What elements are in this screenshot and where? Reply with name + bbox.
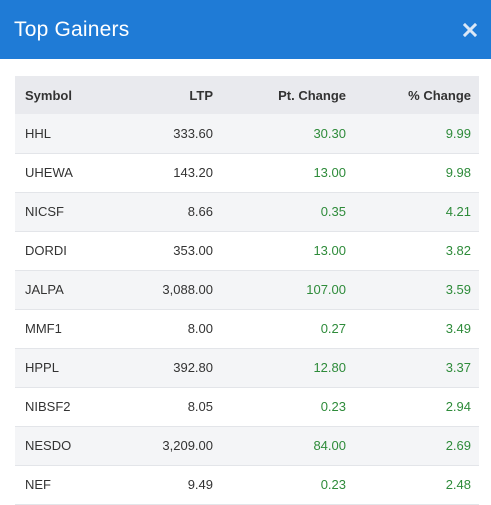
cell-symbol[interactable]: NESDO xyxy=(25,438,72,453)
cell-symbol[interactable]: HHL xyxy=(25,125,52,141)
cell-ltp: 3,209.00 xyxy=(162,438,213,453)
cell-pt-change: 13.00 xyxy=(313,243,346,258)
cell-pct-change: 3.82 xyxy=(445,243,471,258)
cell-ltp: 8.00 xyxy=(187,321,213,336)
cell-pt-change: 0.35 xyxy=(320,204,346,219)
header-ltp[interactable]: LTP xyxy=(189,87,213,103)
cell-pct-change: 2.69 xyxy=(445,438,471,453)
cell-ltp: 9.49 xyxy=(187,477,213,492)
cell-symbol[interactable]: NEF xyxy=(25,477,51,492)
cell-ltp: 143.20 xyxy=(173,165,213,180)
header-symbol[interactable]: Symbol xyxy=(25,87,72,103)
cell-symbol[interactable]: HPPL xyxy=(25,360,59,375)
close-icon xyxy=(463,22,477,37)
cell-pct-change: 2.48 xyxy=(445,477,471,492)
cell-pt-change: 12.80 xyxy=(313,360,346,375)
modal-header: Top Gainers xyxy=(0,0,491,59)
cell-pct-change: 4.21 xyxy=(445,204,471,219)
cell-pt-change: 84.00 xyxy=(313,438,346,453)
header-pt-change[interactable]: Pt. Change xyxy=(278,87,346,103)
table-body: HHL 333.60 30.30 9.99 UHEWA 143.20 13.00 9.98 NI… xyxy=(15,114,479,504)
table-row[interactable]: JALPA 3,088.00 107.00 3.59 xyxy=(15,270,479,309)
cell-symbol[interactable]: MMF1 xyxy=(25,321,62,336)
table-row[interactable]: NIBSF2 8.05 0.23 2.94 xyxy=(15,387,479,426)
cell-pct-change: 9.99 xyxy=(445,125,471,141)
cell-pct-change: 2.94 xyxy=(445,399,471,414)
cell-pt-change: 13.00 xyxy=(313,165,346,180)
cell-symbol[interactable]: NICSF xyxy=(25,204,64,219)
cell-symbol[interactable]: DORDI xyxy=(25,243,67,258)
cell-ltp: 8.66 xyxy=(187,204,213,219)
table-row[interactable]: HHL 333.60 30.30 9.99 xyxy=(15,114,479,153)
cell-pt-change: 0.27 xyxy=(320,321,346,336)
modal-title: Top Gainers xyxy=(14,17,130,41)
cell-symbol[interactable]: UHEWA xyxy=(25,165,73,180)
table-row[interactable]: UHEWA 143.20 13.00 9.98 xyxy=(15,153,479,192)
cell-pt-change: 0.23 xyxy=(320,399,346,414)
cell-pct-change: 3.37 xyxy=(445,360,471,375)
cell-symbol[interactable]: NIBSF2 xyxy=(25,399,71,414)
table-row[interactable]: DORDI 353.00 13.00 3.82 xyxy=(15,231,479,270)
table-row[interactable]: NESDO 3,209.00 84.00 2.69 xyxy=(15,426,479,465)
close-button[interactable] xyxy=(459,19,481,41)
header-pct-change[interactable]: % Change xyxy=(408,87,471,103)
cell-pct-change: 9.98 xyxy=(445,165,471,180)
table-row[interactable]: NICSF 8.66 0.35 4.21 xyxy=(15,192,479,231)
cell-pt-change: 30.30 xyxy=(313,125,346,141)
table-row[interactable]: NEF 9.49 0.23 2.48 xyxy=(15,465,479,504)
cell-ltp: 353.00 xyxy=(173,243,213,258)
cell-ltp: 392.80 xyxy=(173,360,213,375)
gainers-table: Symbol LTP Pt. Change % Change HHL 333.60… xyxy=(15,76,479,505)
cell-ltp: 8.05 xyxy=(187,399,213,414)
cell-symbol[interactable]: JALPA xyxy=(25,282,64,297)
cell-ltp: 333.60 xyxy=(173,125,213,141)
cell-pt-change: 0.23 xyxy=(320,477,346,492)
gainers-table-container: Symbol LTP Pt. Change % Change HHL 333.60… xyxy=(15,76,479,505)
cell-pct-change: 3.59 xyxy=(445,282,471,297)
table-row[interactable]: MMF1 8.00 0.27 3.49 xyxy=(15,309,479,348)
cell-ltp: 3,088.00 xyxy=(162,282,213,297)
table-row[interactable]: HPPL 392.80 12.80 3.37 xyxy=(15,348,479,387)
table-header-row: Symbol LTP Pt. Change % Change xyxy=(15,76,479,114)
cell-pct-change: 3.49 xyxy=(445,321,471,336)
cell-pt-change: 107.00 xyxy=(306,282,346,297)
